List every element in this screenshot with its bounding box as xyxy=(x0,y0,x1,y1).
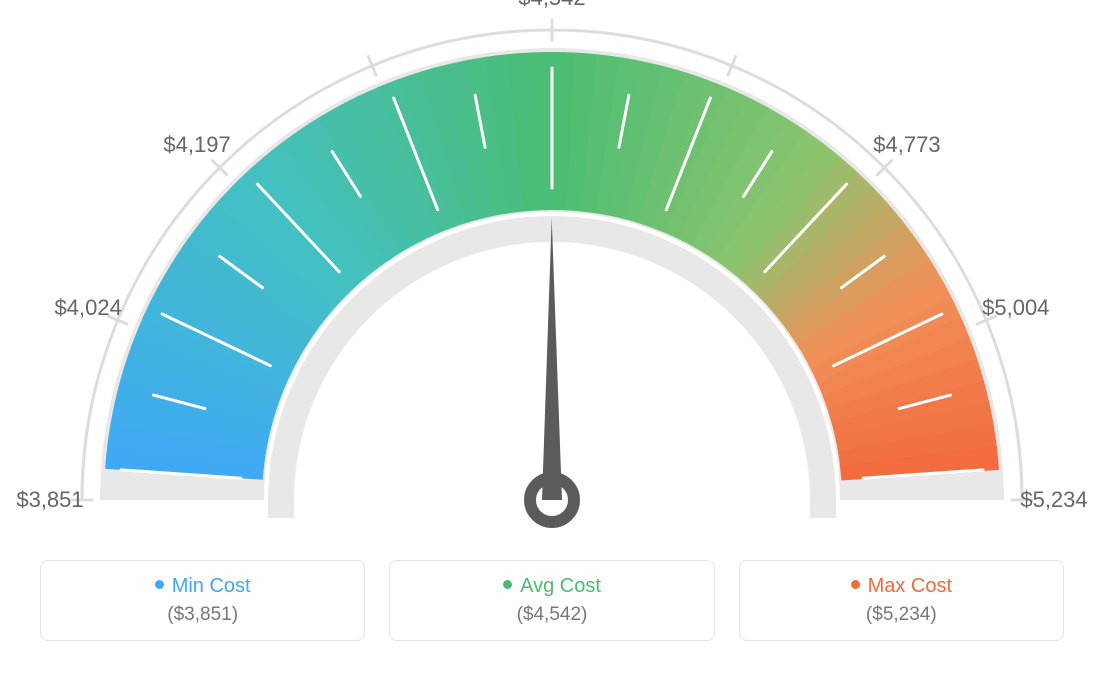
avg-cost-label: Avg Cost xyxy=(400,575,703,598)
gauge-tick-label: $5,234 xyxy=(1020,487,1087,513)
gauge-tick-label: $4,773 xyxy=(873,132,940,158)
min-cost-card: Min Cost ($3,851) xyxy=(40,560,365,641)
min-cost-value: ($3,851) xyxy=(51,604,354,626)
gauge-tick-label: $4,542 xyxy=(518,0,585,11)
max-cost-value: ($5,234) xyxy=(750,604,1053,626)
gauge-chart: $3,851 $4,024 $4,197 $4,542 $4,773 $5,004 $5,2… xyxy=(0,0,1104,560)
max-cost-card: Max Cost ($5,234) xyxy=(739,560,1064,641)
gauge-tick-label: $4,024 xyxy=(55,295,122,321)
avg-cost-value: ($4,542) xyxy=(400,604,703,626)
gauge-svg xyxy=(0,0,1104,560)
avg-cost-label-text: Avg Cost xyxy=(520,575,601,597)
summary-cards: Min Cost ($3,851) Avg Cost ($4,542) Max … xyxy=(0,560,1104,661)
min-cost-dot xyxy=(155,580,164,589)
gauge-tick-label: $5,004 xyxy=(982,295,1049,321)
avg-cost-card: Avg Cost ($4,542) xyxy=(389,560,714,641)
avg-cost-dot xyxy=(503,580,512,589)
max-cost-dot xyxy=(851,580,860,589)
min-cost-label-text: Min Cost xyxy=(172,575,251,597)
gauge-tick-label: $3,851 xyxy=(16,487,83,513)
min-cost-label: Min Cost xyxy=(51,575,354,598)
max-cost-label: Max Cost xyxy=(750,575,1053,598)
gauge-tick-label: $4,197 xyxy=(163,132,230,158)
max-cost-label-text: Max Cost xyxy=(868,575,952,597)
